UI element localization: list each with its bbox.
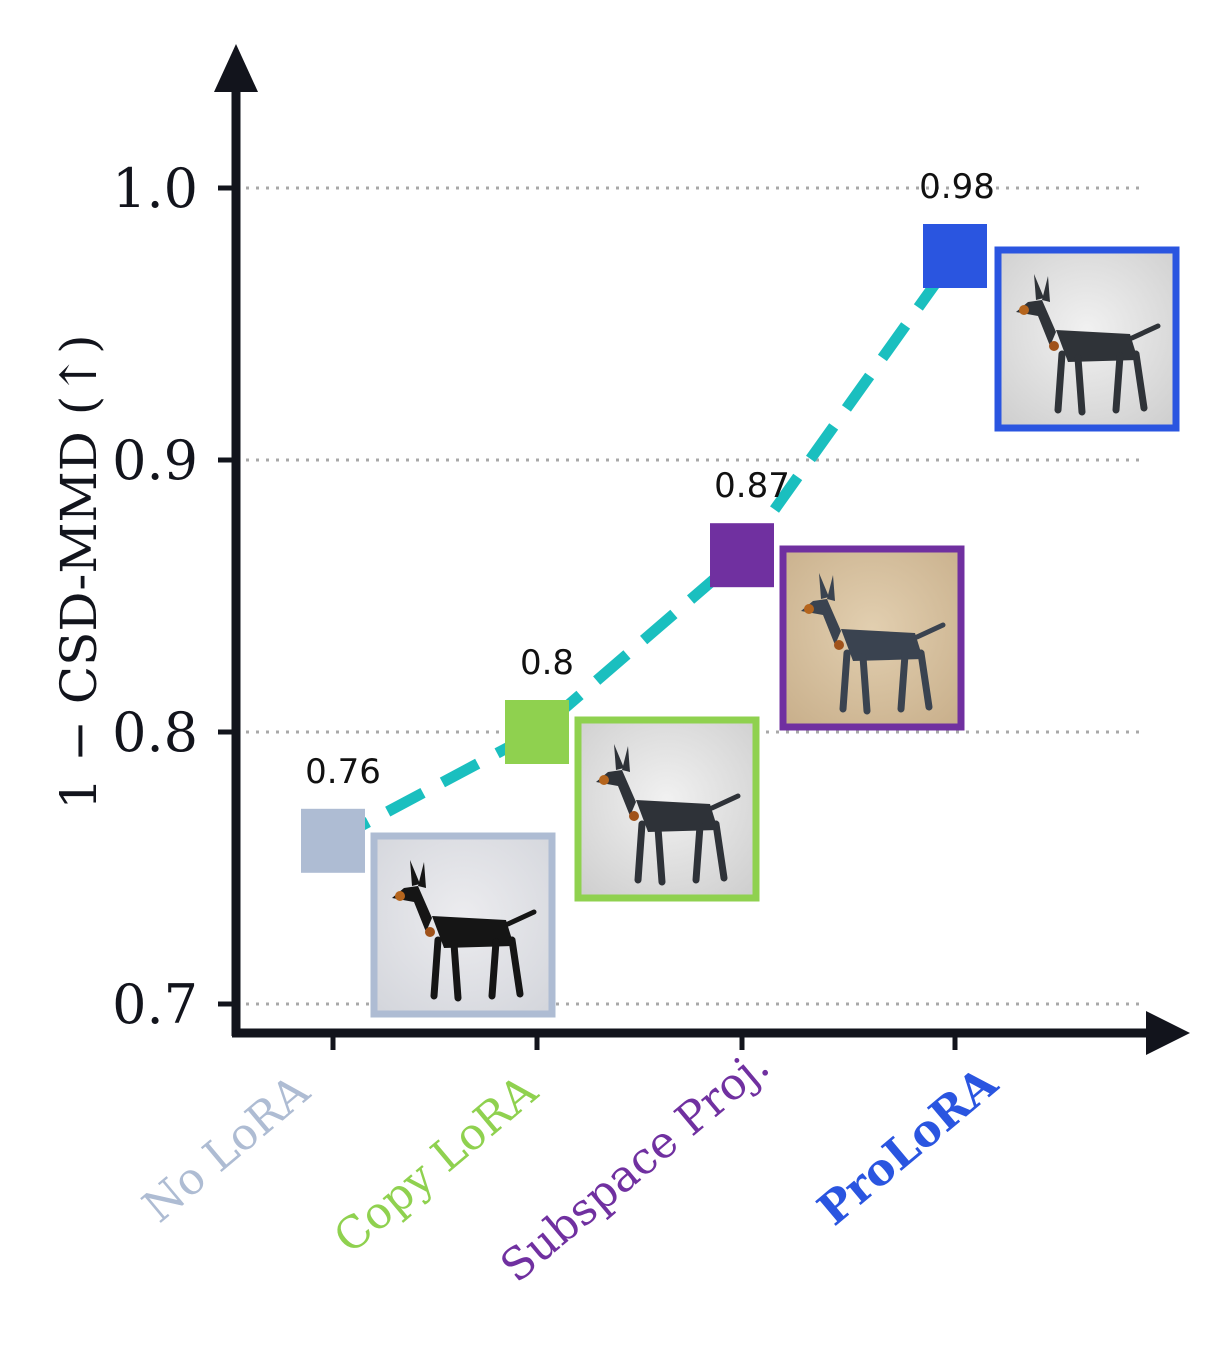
data-label: 0.8 [520,643,574,683]
dog-leg [692,822,704,884]
dog-marking [1049,341,1059,351]
dog-body [841,629,923,661]
data-label: 0.87 [714,466,790,506]
dog-leg [897,651,909,713]
y-axis-arrow-icon [214,44,258,92]
dog-leg [1054,350,1066,414]
dog-leg [450,940,462,1002]
doberman-origami-tan-thumbnail [779,545,965,731]
x-tick-label: ProLoRA [808,1057,1007,1236]
dog-ear [819,573,829,599]
x-axis-arrow-icon [1146,1011,1190,1055]
series-markers [301,224,987,873]
series-line [330,252,960,846]
thumbnail-frame [574,716,760,902]
dog-marking [425,927,435,937]
dog-leg [1074,354,1086,416]
dog-marking [1019,305,1029,315]
dog-ear [622,746,630,772]
dog-marking [834,640,844,650]
doberman-origami-grey-thumbnail [574,716,760,902]
y-tick-label: 0.7 [112,973,198,1036]
dog-body [432,916,514,948]
dog-leg [508,936,524,998]
doberman-origami-standing-thumbnail [994,246,1180,432]
dog-marking [804,604,814,614]
data-point-marker [710,523,774,588]
dog-leg [488,938,500,1000]
dog-body [636,800,718,832]
dog-tail [505,909,537,927]
dog-ear [1042,276,1050,302]
data-label: 0.98 [919,167,995,207]
x-ticks [330,1037,958,1050]
x-tick-label: No LoRA [133,1065,320,1233]
dog-leg [1132,350,1148,412]
dog-leg [859,653,871,715]
data-point-marker [505,700,569,764]
dog-leg [1112,352,1124,414]
thumbnail-frame [779,545,965,731]
dog-marking [629,811,639,821]
y-tick-label: 1.0 [112,157,198,220]
doberman-cartoon-thumbnail [370,832,556,1018]
thumbnail-frame [370,832,556,1018]
data-point-marker [923,224,987,288]
dog-tail [1129,323,1161,341]
dog-tail [709,793,741,811]
dog-leg [839,649,851,713]
dog-ear [1034,274,1044,300]
dog-leg [634,820,646,884]
dog-leg [917,649,933,711]
y-axis-label: 1 − CSD-MMD (↑) [50,334,108,809]
data-labels: 0.76 0.8 0.87 0.98 [305,167,995,792]
dog-tail [914,622,946,640]
dog-leg [712,820,728,882]
data-point-marker [301,808,365,873]
dog-marking [395,891,405,901]
dog-leg [654,824,666,886]
thumbnail-frame [994,246,1180,432]
y-tick-label: 0.8 [112,701,198,764]
dog-ear [827,575,835,601]
dog-leg [430,936,442,1000]
y-tick-label: 0.9 [112,429,198,492]
dog-body [1056,330,1138,362]
data-label: 0.76 [305,752,381,792]
thumbnails [370,246,1180,1018]
dog-ear [418,862,426,888]
gridlines [246,186,1146,1006]
x-tick-label: Subspace Proj. [491,1039,779,1292]
dog-marking [599,775,609,785]
dog-ear [614,744,624,770]
y-ticks: 0.7 0.8 0.9 1.0 [112,157,236,1036]
axes [214,44,1190,1055]
dog-ear [410,860,420,886]
